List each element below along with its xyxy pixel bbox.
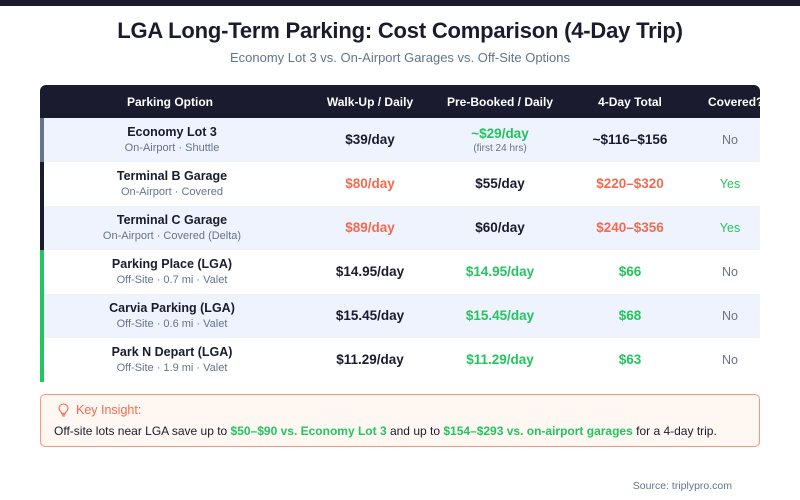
total-cell: $63	[560, 351, 700, 369]
prebooked-note: (first 24 hrs)	[473, 143, 527, 154]
parking-option-cell: Park N Depart (LGA) Off-Site · 1.9 mi · …	[44, 344, 300, 376]
table-row: Parking Place (LGA) Off-Site · 0.7 mi · …	[40, 250, 760, 294]
insight-highlight-economy: $50–$90 vs. Economy Lot 3	[230, 424, 387, 438]
prebooked-cell: $14.95/day	[440, 263, 560, 281]
page-title: LGA Long-Term Parking: Cost Comparison (…	[117, 18, 683, 43]
walkup-price: $14.95/day	[335, 264, 405, 279]
walkup-price: $89/day	[345, 220, 395, 235]
covered-cell: No	[700, 131, 760, 149]
option-name: Park N Depart (LGA)	[111, 345, 233, 359]
table-row: Carvia Parking (LGA) Off-Site · 0.6 mi ·…	[40, 294, 760, 338]
option-details: On-Airport · Covered (Delta)	[102, 230, 242, 242]
insight-text-part: Off-site lots near LGA save up to	[54, 424, 231, 438]
total-cell: $220–$320	[560, 175, 700, 193]
covered-cell: Yes	[700, 219, 760, 237]
column-header-walkup: Walk-Up / Daily	[326, 94, 414, 109]
prebooked-price: $14.95/day	[465, 264, 535, 279]
prebooked-cell: $11.29/day	[440, 351, 560, 369]
prebooked-price: $11.29/day	[466, 352, 534, 367]
option-details: Off-Site · 1.9 mi · Valet	[116, 362, 228, 374]
walkup-cell: $15.45/day	[300, 307, 440, 325]
total-price: $68	[618, 308, 642, 323]
key-insight-box: Key Insight: Off-site lots near LGA save…	[40, 394, 760, 447]
parking-option-cell: Parking Place (LGA) Off-Site · 0.7 mi · …	[44, 256, 300, 288]
walkup-price: $15.45/day	[335, 308, 405, 323]
table-row: Terminal C Garage On-Airport · Covered (…	[40, 206, 760, 250]
total-price: $66	[618, 264, 642, 279]
column-header-parking-option: Parking Option	[126, 94, 213, 109]
covered-cell: No	[700, 351, 760, 369]
lightbulb-icon	[58, 403, 69, 417]
source-credit: Source: triplypro.com	[632, 480, 732, 492]
prebooked-cell: ~$29/day (first 24 hrs)	[440, 126, 560, 154]
walkup-cell: $39/day	[300, 131, 440, 149]
insight-heading: Key Insight:	[58, 403, 141, 417]
option-details: On-Airport · Covered	[120, 186, 224, 198]
column-header-prebooked: Pre-Booked / Daily	[446, 94, 554, 109]
parking-option-cell: Carvia Parking (LGA) Off-Site · 0.6 mi ·…	[44, 300, 300, 332]
option-name: Terminal B Garage	[116, 169, 228, 183]
option-details: Off-Site · 0.6 mi · Valet	[116, 318, 228, 330]
total-cell: $240–$356	[560, 219, 700, 237]
parking-option-cell: Economy Lot 3 On-Airport · Shuttle	[44, 124, 300, 156]
insight-heading-text: Key Insight:	[76, 403, 142, 417]
total-cell: $68	[560, 307, 700, 325]
covered-cell: No	[700, 307, 760, 325]
table-row: Park N Depart (LGA) Off-Site · 1.9 mi · …	[40, 338, 760, 382]
insight-text-part: and up to	[386, 424, 444, 438]
column-header-covered: Covered?	[708, 94, 760, 109]
prebooked-price: ~$29/day	[471, 126, 529, 141]
column-header-total: 4-Day Total	[598, 94, 662, 109]
insight-highlight-garages: $154–$293 vs. on-airport garages	[443, 424, 633, 438]
insight-text: Off-site lots near LGA save up to $50–$9…	[54, 424, 717, 438]
walkup-price: $80/day	[345, 176, 395, 191]
option-name: Carvia Parking (LGA)	[109, 301, 235, 315]
walkup-price: $39/day	[345, 132, 395, 147]
total-price: ~$116–$156	[592, 132, 668, 147]
total-cell: $66	[560, 263, 700, 281]
covered-value: No	[722, 353, 738, 367]
covered-value: Yes	[719, 221, 741, 235]
comparison-table: Parking Option Walk-Up / Daily Pre-Booke…	[40, 85, 760, 382]
total-price: $220–$320	[596, 176, 664, 191]
covered-value: No	[722, 133, 738, 147]
covered-cell: No	[700, 263, 760, 281]
covered-value: Yes	[719, 177, 741, 191]
parking-option-cell: Terminal B Garage On-Airport · Covered	[44, 168, 300, 200]
top-accent-bar	[0, 0, 800, 6]
table-row: Economy Lot 3 On-Airport · Shuttle $39/d…	[40, 118, 760, 162]
prebooked-price: $60/day	[475, 220, 525, 235]
option-name: Parking Place (LGA)	[111, 257, 233, 271]
option-details: Off-Site · 0.7 mi · Valet	[116, 274, 228, 286]
prebooked-price: $55/day	[475, 176, 525, 191]
prebooked-price: $15.45/day	[465, 308, 535, 323]
page-subtitle: Economy Lot 3 vs. On-Airport Garages vs.…	[229, 50, 571, 65]
covered-value: No	[722, 309, 738, 323]
prebooked-cell: $55/day	[440, 175, 560, 193]
parking-option-cell: Terminal C Garage On-Airport · Covered (…	[44, 212, 300, 244]
walkup-cell: $11.29/day	[300, 351, 440, 369]
table-header: Parking Option Walk-Up / Daily Pre-Booke…	[40, 85, 760, 118]
total-price: $240–$356	[596, 220, 664, 235]
total-cell: ~$116–$156	[560, 131, 700, 149]
total-price: $63	[618, 352, 642, 367]
table-row: Terminal B Garage On-Airport · Covered $…	[40, 162, 760, 206]
walkup-price: $11.29/day	[336, 352, 404, 367]
prebooked-cell: $15.45/day	[440, 307, 560, 325]
option-name: Terminal C Garage	[116, 213, 228, 227]
covered-cell: Yes	[700, 175, 760, 193]
prebooked-cell: $60/day	[440, 219, 560, 237]
option-details: On-Airport · Shuttle	[124, 142, 220, 154]
option-name: Economy Lot 3	[127, 125, 217, 139]
walkup-cell: $14.95/day	[300, 263, 440, 281]
walkup-cell: $80/day	[300, 175, 440, 193]
covered-value: No	[722, 265, 738, 279]
insight-text-part: for a 4-day trip.	[632, 424, 717, 438]
walkup-cell: $89/day	[300, 219, 440, 237]
